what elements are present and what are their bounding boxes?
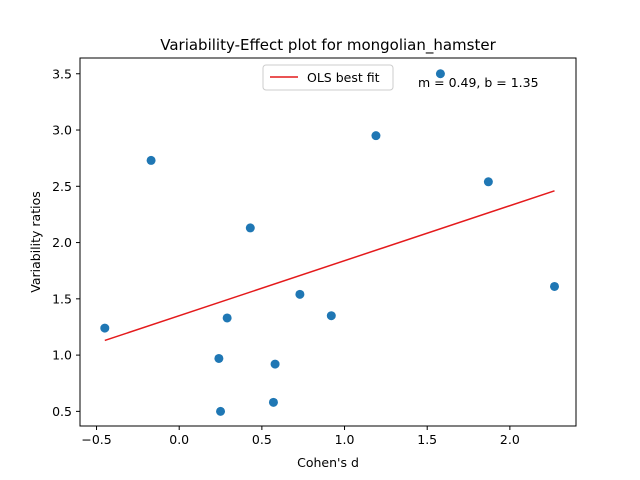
scatter-point xyxy=(245,223,255,233)
plot-area xyxy=(100,69,560,416)
scatter-point xyxy=(483,177,493,187)
x-tick-label: 2.0 xyxy=(500,432,520,447)
scatter-point xyxy=(371,131,381,141)
fit-line xyxy=(104,190,555,342)
y-tick-label: 1.0 xyxy=(52,348,72,363)
fit-equation-annotation: m = 0.49, b = 1.35 xyxy=(418,75,539,90)
scatter-point xyxy=(435,69,445,79)
scatter-point xyxy=(326,311,336,321)
x-tick-label: 0.5 xyxy=(252,432,272,447)
y-tick-label: 0.5 xyxy=(52,404,72,419)
y-axis-label: Variability ratios xyxy=(28,191,43,292)
y-tick-label: 2.0 xyxy=(52,235,72,250)
scatter-point xyxy=(295,289,305,299)
y-tick-label: 1.5 xyxy=(52,291,72,306)
scatter-point xyxy=(270,359,280,369)
scatter-point xyxy=(222,313,232,323)
axes-frame xyxy=(79,57,577,427)
axes: −0.5 0.0 0.5 1.0 1.5 2.0 0.5 1.0 1.5 2.0 2.5 3.0 3.5 xyxy=(52,57,577,447)
scatter-point xyxy=(146,155,156,165)
y-tick-label: 3.0 xyxy=(52,123,72,138)
x-axis-label: Cohen's d xyxy=(297,455,359,470)
y-tick-label: 3.5 xyxy=(52,66,72,81)
chart-title: Variability-Effect plot for mongolian_ha… xyxy=(160,36,496,55)
y-tick-label: 2.5 xyxy=(52,179,72,194)
scatter-point xyxy=(216,406,226,416)
legend-frame xyxy=(262,64,394,91)
legend-label: OLS best fit xyxy=(307,70,380,85)
x-tick-label: 1.5 xyxy=(417,432,437,447)
scatter-point xyxy=(550,281,560,291)
x-tick-label: 1.0 xyxy=(335,432,355,447)
scatter-point xyxy=(214,353,224,363)
x-tick-label: 0.0 xyxy=(169,432,189,447)
scatter-point xyxy=(100,323,110,333)
x-tick-label: −0.5 xyxy=(81,432,111,447)
legend: OLS best fit xyxy=(262,64,394,91)
scatter-point xyxy=(268,397,278,407)
